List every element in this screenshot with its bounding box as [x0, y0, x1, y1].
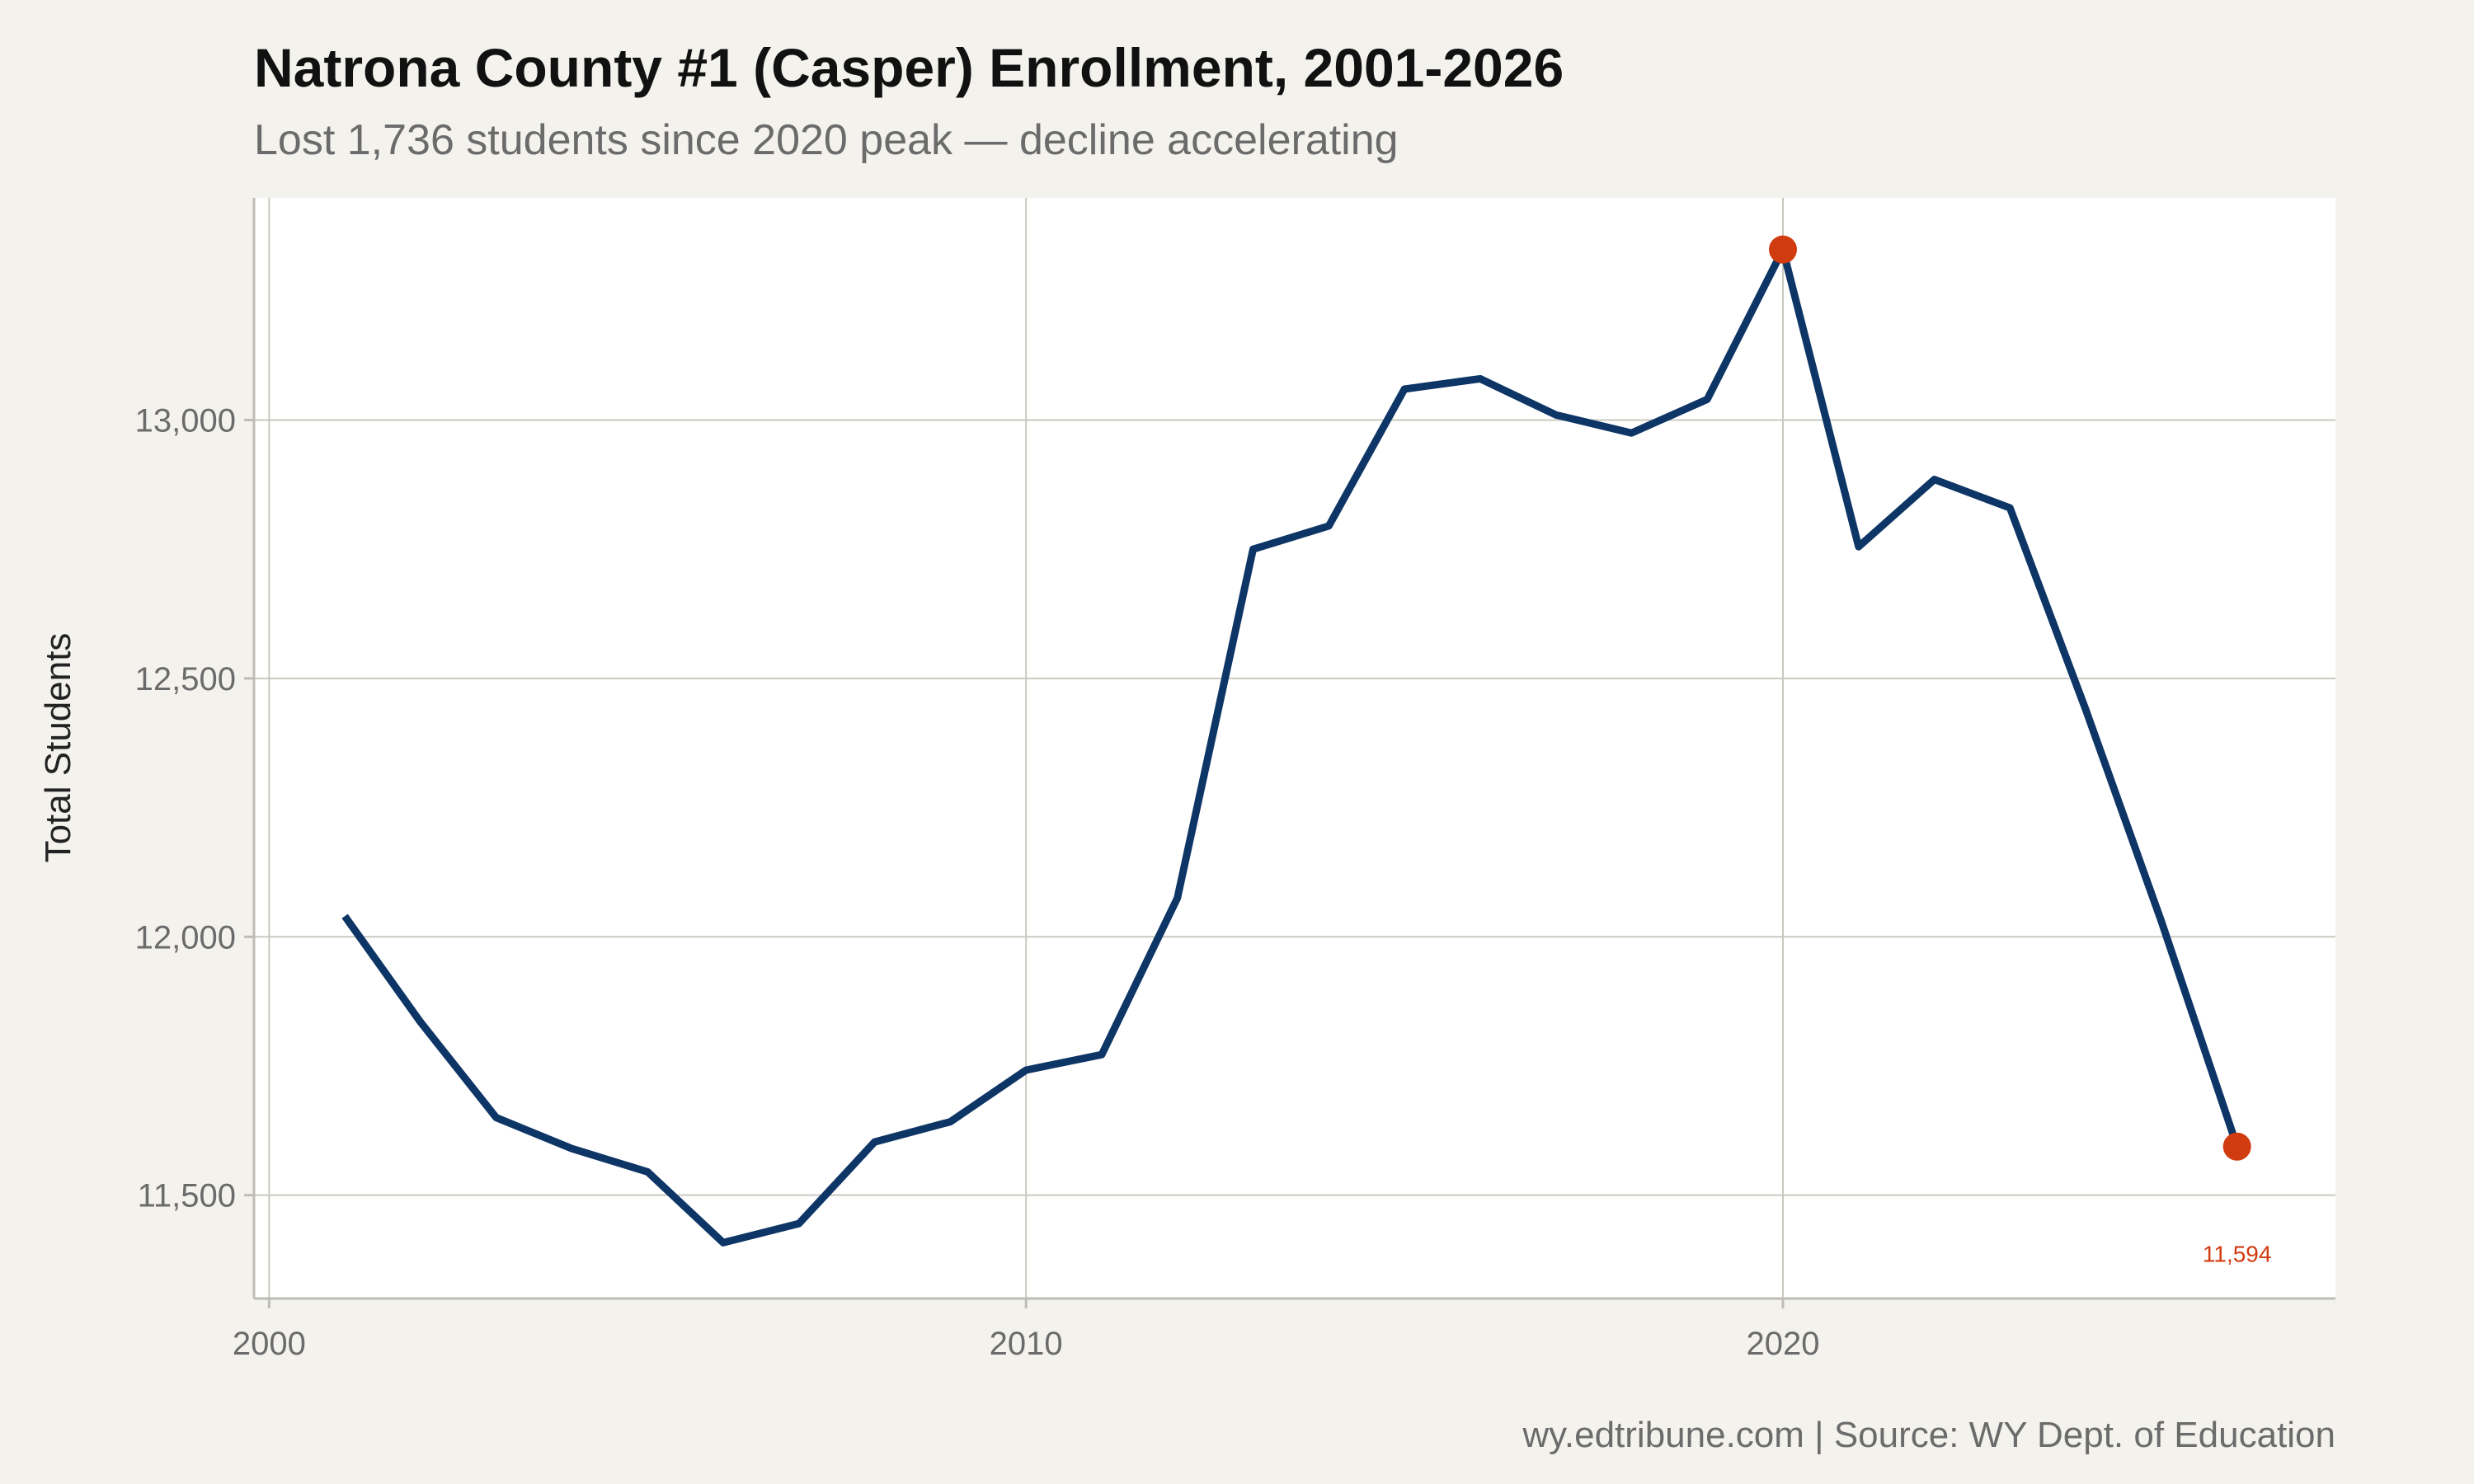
y-tick-label: 13,000 — [135, 403, 236, 439]
plot-panel — [254, 198, 2335, 1298]
enrollment-line — [341, 246, 2241, 1247]
chart-caption: wy.edtribune.com | Source: WY Dept. of E… — [1522, 1415, 2335, 1455]
x-tick-label: 2010 — [990, 1326, 1063, 1362]
chart-title: Natrona County #1 (Casper) Enrollment, 2… — [254, 37, 1564, 98]
gridlines — [254, 198, 2335, 1298]
axes — [252, 198, 2335, 1300]
x-tick-label: 2020 — [1747, 1326, 1820, 1362]
y-tick-label: 11,500 — [138, 1178, 236, 1214]
highlight-point — [2222, 1132, 2251, 1161]
y-tick-label: 12,000 — [135, 919, 236, 956]
y-tick-labels: 11,500 12,000 12,500 13,000 — [135, 403, 254, 1214]
x-tick-labels: 2000 2010 2020 — [233, 1298, 1820, 1362]
y-tick-label: 12,500 — [135, 661, 236, 697]
highlight-points: 11,594 — [1768, 235, 2272, 1267]
chart-subtitle: Lost 1,736 students since 2020 peak — de… — [254, 116, 1399, 164]
highlight-point — [1768, 235, 1797, 264]
x-tick-label: 2000 — [233, 1326, 306, 1362]
y-axis-title: Total Students — [38, 633, 78, 863]
series-layer — [341, 246, 2241, 1247]
end-value-label: 11,594 — [2203, 1242, 2272, 1267]
